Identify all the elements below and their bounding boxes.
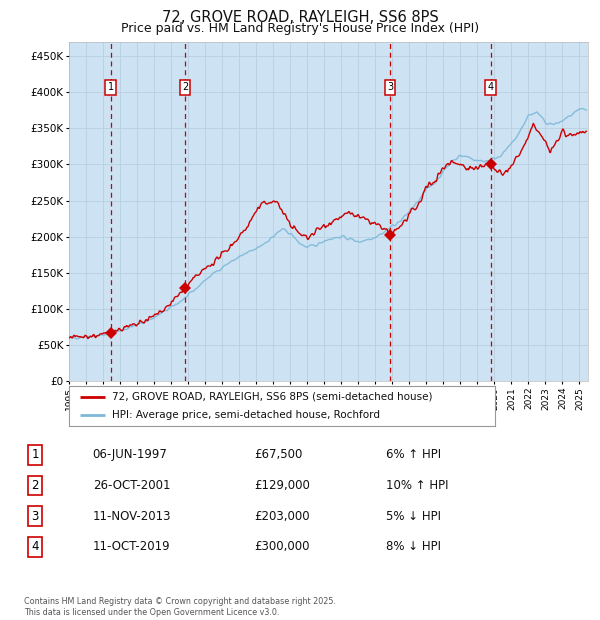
Text: 4: 4 [488, 82, 494, 92]
Text: £203,000: £203,000 [254, 510, 310, 523]
Text: Price paid vs. HM Land Registry's House Price Index (HPI): Price paid vs. HM Land Registry's House … [121, 22, 479, 35]
Bar [110, 42, 185, 381]
Bar [390, 42, 491, 381]
Text: 3: 3 [31, 510, 39, 523]
Text: 72, GROVE ROAD, RAYLEIGH, SS6 8PS (semi-detached house): 72, GROVE ROAD, RAYLEIGH, SS6 8PS (semi-… [112, 391, 432, 402]
Text: 1: 1 [31, 448, 39, 461]
Bar [185, 42, 390, 381]
Text: £67,500: £67,500 [254, 448, 302, 461]
Text: 11-NOV-2013: 11-NOV-2013 [92, 510, 171, 523]
Text: HPI: Average price, semi-detached house, Rochford: HPI: Average price, semi-detached house,… [112, 410, 380, 420]
Text: 72, GROVE ROAD, RAYLEIGH, SS6 8PS: 72, GROVE ROAD, RAYLEIGH, SS6 8PS [161, 10, 439, 25]
Text: 06-JUN-1997: 06-JUN-1997 [92, 448, 167, 461]
Text: Contains HM Land Registry data © Crown copyright and database right 2025.
This d: Contains HM Land Registry data © Crown c… [24, 598, 336, 617]
Text: 1: 1 [107, 82, 113, 92]
Text: 6% ↑ HPI: 6% ↑ HPI [386, 448, 442, 461]
Bar [69, 42, 110, 381]
Text: £300,000: £300,000 [254, 541, 310, 553]
Text: £129,000: £129,000 [254, 479, 310, 492]
Text: 26-OCT-2001: 26-OCT-2001 [92, 479, 170, 492]
Text: 2: 2 [182, 82, 188, 92]
Text: 5% ↓ HPI: 5% ↓ HPI [386, 510, 442, 523]
Text: 2: 2 [31, 479, 39, 492]
Text: 10% ↑ HPI: 10% ↑ HPI [386, 479, 449, 492]
Text: 3: 3 [387, 82, 393, 92]
Bar [491, 42, 588, 381]
Text: 11-OCT-2019: 11-OCT-2019 [92, 541, 170, 553]
Text: 8% ↓ HPI: 8% ↓ HPI [386, 541, 442, 553]
Text: 4: 4 [31, 541, 39, 553]
